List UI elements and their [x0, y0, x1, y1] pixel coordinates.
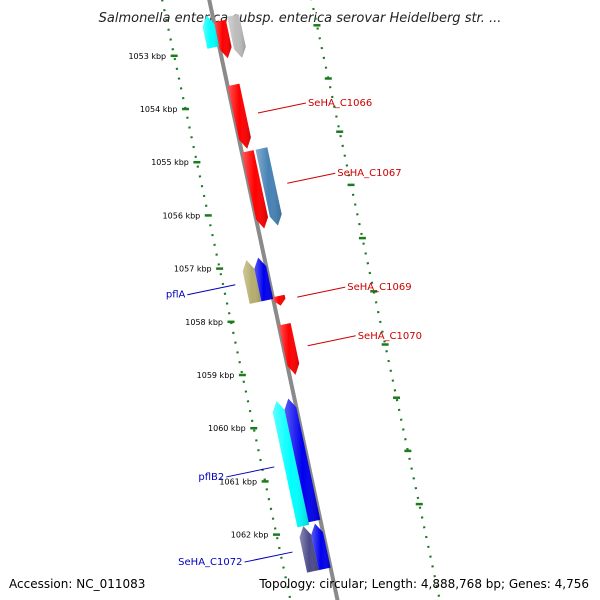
gene-arrow-shading [227, 83, 251, 149]
gene-arrow-g1 [214, 19, 232, 59]
gene-label: pflB2 [198, 472, 224, 483]
gene-arrow-shading [254, 257, 274, 302]
tick-label: 1062 kbp [231, 531, 269, 540]
gene-arrow-g4 [227, 83, 251, 149]
gene-arrow-g11 [272, 401, 310, 528]
gene-label-leader [187, 284, 236, 296]
tick-label: 1056 kbp [163, 211, 201, 220]
gene-labels: SeHA_C1066 SeHA_C1067 pflA SeHA_C1069 SeHA_C… [166, 98, 422, 568]
gene-arrow-shading [272, 401, 310, 528]
gene-arrow-g3 [202, 15, 220, 49]
tick-label: 1061 kbp [219, 477, 257, 486]
gene-arrow-g10 [278, 323, 300, 375]
tick-label: 1059 kbp [197, 371, 235, 380]
gene-arrow-g6 [255, 147, 282, 226]
topology-text: Topology: circular; Length: 4,888,768 bp… [259, 577, 589, 591]
gene-label: SeHA_C1069 [347, 282, 411, 293]
gene-label: SeHA_C1072 [178, 557, 242, 568]
gene-arrow-g8 [254, 257, 274, 302]
gene-label: SeHA_C1066 [308, 98, 372, 109]
gene-arrow-g12 [284, 398, 321, 523]
gene-arrow-g13 [299, 526, 319, 573]
gene-arrow-shading [284, 398, 321, 523]
gene-label: SeHA_C1070 [358, 331, 422, 342]
gene-label-leader [226, 466, 275, 478]
gene-label: SeHA_C1067 [337, 168, 401, 179]
gene-arrow-g2 [227, 14, 246, 58]
gene-label-leader [297, 286, 346, 298]
tick-label: 1055 kbp [151, 158, 189, 167]
gene-arrow-shading [272, 294, 286, 306]
gene-label-leader [244, 551, 293, 563]
gene-arrow-g7 [242, 260, 262, 304]
gene-arrow-shading [242, 260, 262, 304]
gene-arrow-shading [214, 19, 232, 59]
gene-arrow-shading [255, 147, 282, 226]
accession-text: Accession: NC_011083 [9, 577, 146, 591]
tick-label: 1053 kbp [128, 52, 166, 61]
gene-label-leader [307, 335, 356, 347]
gene-arrow-g14 [311, 523, 331, 571]
map-title: Salmonella enterica subsp. enterica sero… [99, 11, 502, 26]
gene-arrow-shading [241, 150, 268, 229]
scale-dotted-line-right [310, 0, 441, 600]
gene-arrow-shading [299, 526, 319, 573]
gene-arrow-shading [202, 15, 220, 49]
tick-label: 1058 kbp [185, 318, 223, 327]
tick-label: 1057 kbp [174, 265, 212, 274]
gene-label-leader [257, 102, 307, 114]
gene-label-leader [287, 172, 336, 184]
gene-label: pflA [166, 290, 186, 301]
gene-arrow-shading [311, 523, 331, 571]
gene-arrow-g9 [272, 294, 286, 306]
gene-features [202, 14, 331, 573]
gene-arrow-shading [278, 323, 300, 375]
gene-arrow-shading [227, 14, 246, 58]
tick-label: 1054 kbp [140, 105, 178, 114]
gene-arrow-g5 [241, 150, 268, 229]
tick-label: 1060 kbp [208, 424, 246, 433]
scale-tick-track: 1053 kbp 1054 kbp 1055 kbp 1056 kbp 1057 kbp… [128, 0, 441, 600]
